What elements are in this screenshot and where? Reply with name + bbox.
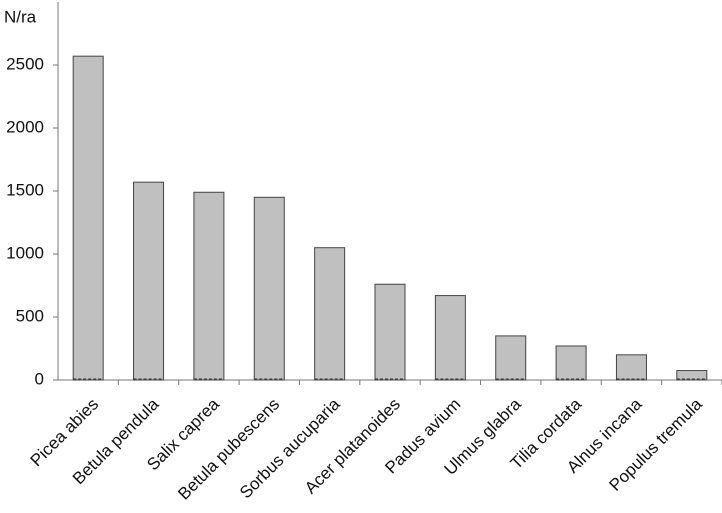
y-tick-label: 2000 — [6, 117, 44, 136]
y-axis-label: N/ra — [4, 7, 37, 26]
bar — [314, 247, 346, 381]
bar — [374, 283, 406, 381]
bar — [434, 295, 466, 381]
bar — [193, 191, 225, 381]
bar — [676, 370, 708, 381]
y-tick-label: 1500 — [6, 180, 44, 199]
x-tick-label: Sorbus aucuparia — [236, 394, 344, 502]
bar — [555, 345, 587, 381]
y-tick-label: 500 — [16, 306, 44, 325]
x-tick-label: Betula pubescens — [174, 395, 283, 504]
y-tick-label: 2500 — [6, 54, 44, 73]
bar — [253, 196, 285, 381]
bar — [495, 335, 527, 381]
bar — [133, 181, 165, 381]
y-tick-label: 1000 — [6, 243, 44, 262]
bar — [72, 55, 104, 381]
bar — [615, 354, 647, 381]
y-tick-label: 0 — [35, 369, 44, 388]
